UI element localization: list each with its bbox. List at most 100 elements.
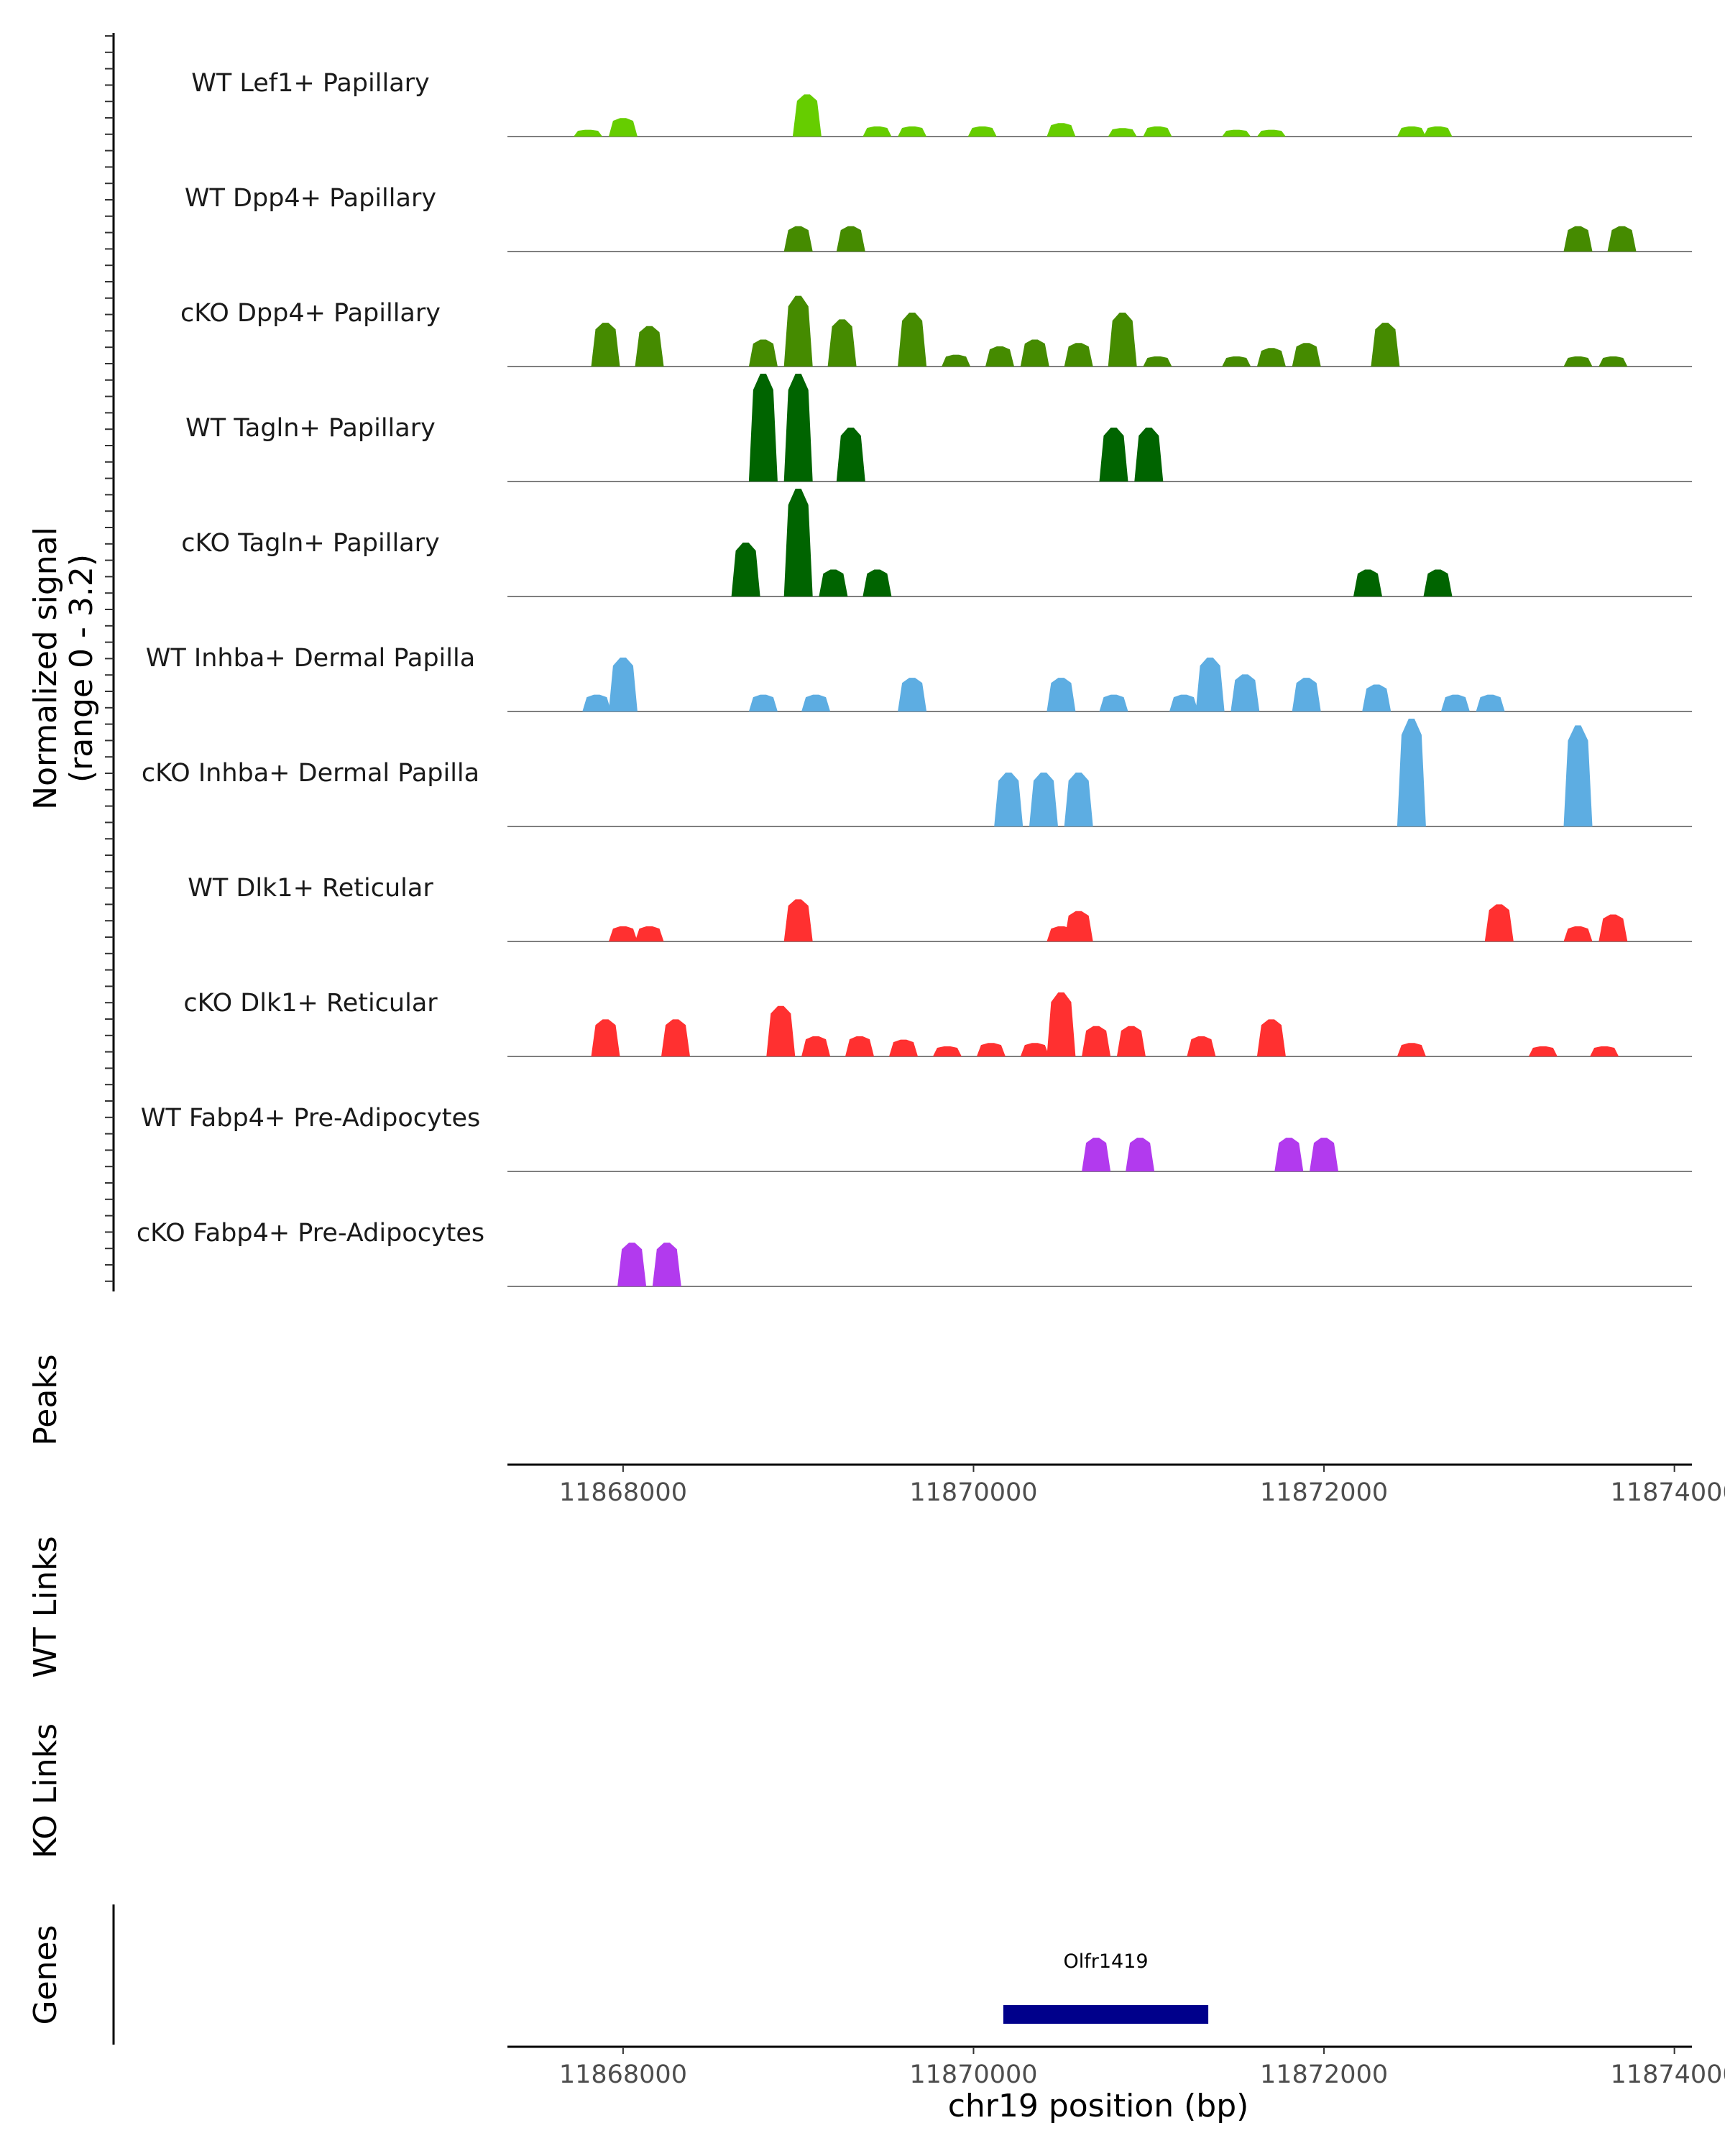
signal-peak [1310,1138,1338,1171]
signal-peak [994,773,1024,826]
signal-peak [783,295,813,367]
signal-peak [1222,356,1251,367]
track: cKO Fabp4+ Pre-Adipocytes [137,1219,1692,1287]
signal-peak [582,694,612,711]
signal-peak [1222,129,1251,137]
signal-peak [617,1243,647,1286]
signal-peak [766,1005,796,1056]
signal-peak [801,694,831,711]
signal-peak [889,1039,918,1056]
signal-peak [748,694,778,711]
signal-peak [898,126,927,137]
signal-peak [1020,339,1049,367]
signal-peak [1423,569,1453,596]
signal-peak [1064,343,1093,367]
track-label: cKO Fabp4+ Pre-Adipocytes [137,1219,484,1248]
signal-peak [783,899,813,941]
signal-peak [819,569,848,596]
signal-peak [1126,1138,1155,1171]
track: WT Dpp4+ Papillary [185,184,1692,252]
genes-panel-label: Genes [27,1925,64,2024]
peaks-panel-label: Peaks [27,1354,64,1445]
signal-peak [1371,323,1400,367]
track: cKO Tagln+ Papillary [181,489,1692,597]
track-label: WT Fabp4+ Pre-Adipocytes [141,1104,480,1133]
signal-peak [731,543,760,596]
track: WT Lef1+ Papillary [191,69,1692,137]
signal-peak [1607,226,1637,252]
signal-peak [661,1019,690,1056]
signal-peak [1598,356,1628,367]
signal-peak [1143,356,1172,367]
track-label: WT Lef1+ Papillary [191,69,430,98]
signal-peak [985,346,1014,367]
signal-peak [1528,1046,1558,1056]
wt-links-panel-label: WT Links [27,1536,64,1677]
signal-peak [748,339,778,367]
x-tick-label: 11870000 [909,2060,1037,2089]
x-tick-label: 11872000 [1260,2060,1388,2089]
signal-peak [827,319,857,367]
signal-peak [1423,126,1453,137]
signal-peak [1046,678,1076,711]
y-axis-label-line1: Normalized signal [27,527,64,810]
gene-track: Olfr1419 [1003,1950,1209,2024]
signal-peak [1563,725,1593,826]
signal-peak [1397,126,1426,137]
signal-peak [836,428,865,482]
signal-peak [1082,1138,1111,1171]
signal-peak [836,226,865,252]
signal-peak [976,1043,1006,1056]
signal-peak [1082,1026,1111,1056]
signal-peak [1108,128,1137,137]
track: cKO Dlk1+ Reticular [183,989,1692,1057]
x-axis-peaks: 11868000 11870000 11872000 11874000 [507,1463,1725,1507]
track: cKO Dpp4+ Papillary [180,295,1692,367]
track-label: cKO Inhba+ Dermal Papilla [142,759,479,788]
signal-peak [783,374,813,482]
signal-peak [1484,904,1514,941]
signal-peak [845,1036,874,1056]
signal-peak [1099,428,1128,482]
track-label: cKO Tagln+ Papillary [181,529,440,558]
signal-peak [1020,1043,1049,1056]
signal-peak [1563,356,1593,367]
track: cKO Inhba+ Dermal Papilla [142,719,1692,827]
signal-peak [942,354,971,367]
signal-tracks: WT Lef1+ Papillary WT Dpp4+ Papillary cKO … [137,69,1692,1287]
x-axis-genes: 11868000 11870000 11872000 11874000 [507,2045,1725,2089]
signal-peak [1292,678,1321,711]
signal-peak [862,126,892,137]
track: WT Fabp4+ Pre-Adipocytes [141,1104,1692,1172]
signal-peak [1397,1043,1426,1056]
signal-peak [783,226,813,252]
signal-peak [1353,569,1382,596]
signal-peak [1143,126,1172,137]
signal-peak [1440,694,1470,711]
signal-peak [783,489,813,596]
signal-peak [967,126,997,137]
signal-peak [1256,1019,1286,1056]
signal-peak [1029,773,1058,826]
signal-peak [801,1036,831,1056]
x-tick-label: 11870000 [909,1478,1037,1507]
x-tick-label: 11868000 [559,1478,687,1507]
signal-peak [574,129,603,137]
x-tick-label: 11874000 [1611,1478,1725,1507]
signal-peak [1099,694,1128,711]
signal-peak [1362,684,1392,711]
signal-peak [591,323,620,367]
signal-peak [1590,1046,1619,1056]
signal-peak [1256,348,1286,367]
signal-peak [862,569,892,596]
signal-peak [898,313,927,367]
signal-peak [1598,914,1628,941]
signal-peak [608,118,638,137]
gene-body [1003,2005,1209,2024]
x-axis-title: chr19 position (bp) [948,2088,1249,2124]
signal-peak [1064,773,1093,826]
x-tick-label: 11868000 [559,2060,687,2089]
signal-peak [1116,1026,1146,1056]
y-axis-label: Normalized signal (range 0 - 3.2) [27,527,100,810]
